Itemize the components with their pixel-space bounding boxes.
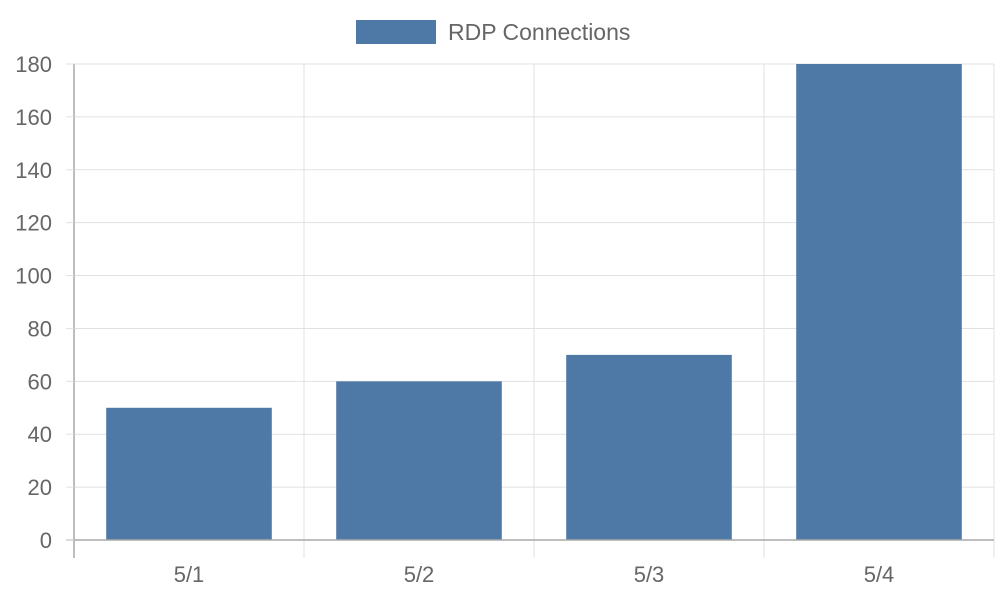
y-tick-label: 120 (15, 211, 52, 236)
legend: RDP Connections (356, 19, 630, 45)
bar-5-1 (106, 407, 272, 540)
y-tick-label: 20 (28, 475, 52, 500)
legend-swatch (356, 20, 436, 44)
bar-5-2 (336, 381, 502, 540)
axes (66, 64, 994, 558)
x-tick-label: 5/3 (634, 562, 665, 587)
bar-5-4 (796, 64, 962, 540)
legend-label: RDP Connections (448, 19, 630, 45)
x-tick-label: 5/1 (174, 562, 205, 587)
x-tick-label: 5/2 (404, 562, 435, 587)
y-axis-ticks: 0 20 40 60 80 100 120 140 160 180 (15, 52, 74, 553)
bars (106, 64, 962, 540)
y-tick-label: 60 (28, 369, 52, 394)
y-tick-label: 180 (15, 52, 52, 77)
y-tick-label: 160 (15, 105, 52, 130)
y-tick-label: 40 (28, 422, 52, 447)
y-tick-label: 140 (15, 158, 52, 183)
grid (73, 63, 995, 558)
y-tick-label: 80 (28, 316, 52, 341)
x-axis-ticks: 5/1 5/2 5/3 5/4 (174, 562, 895, 587)
y-tick-label: 0 (40, 528, 52, 553)
x-tick-label: 5/4 (864, 562, 895, 587)
bar-5-3 (566, 354, 732, 540)
y-tick-label: 100 (15, 264, 52, 289)
